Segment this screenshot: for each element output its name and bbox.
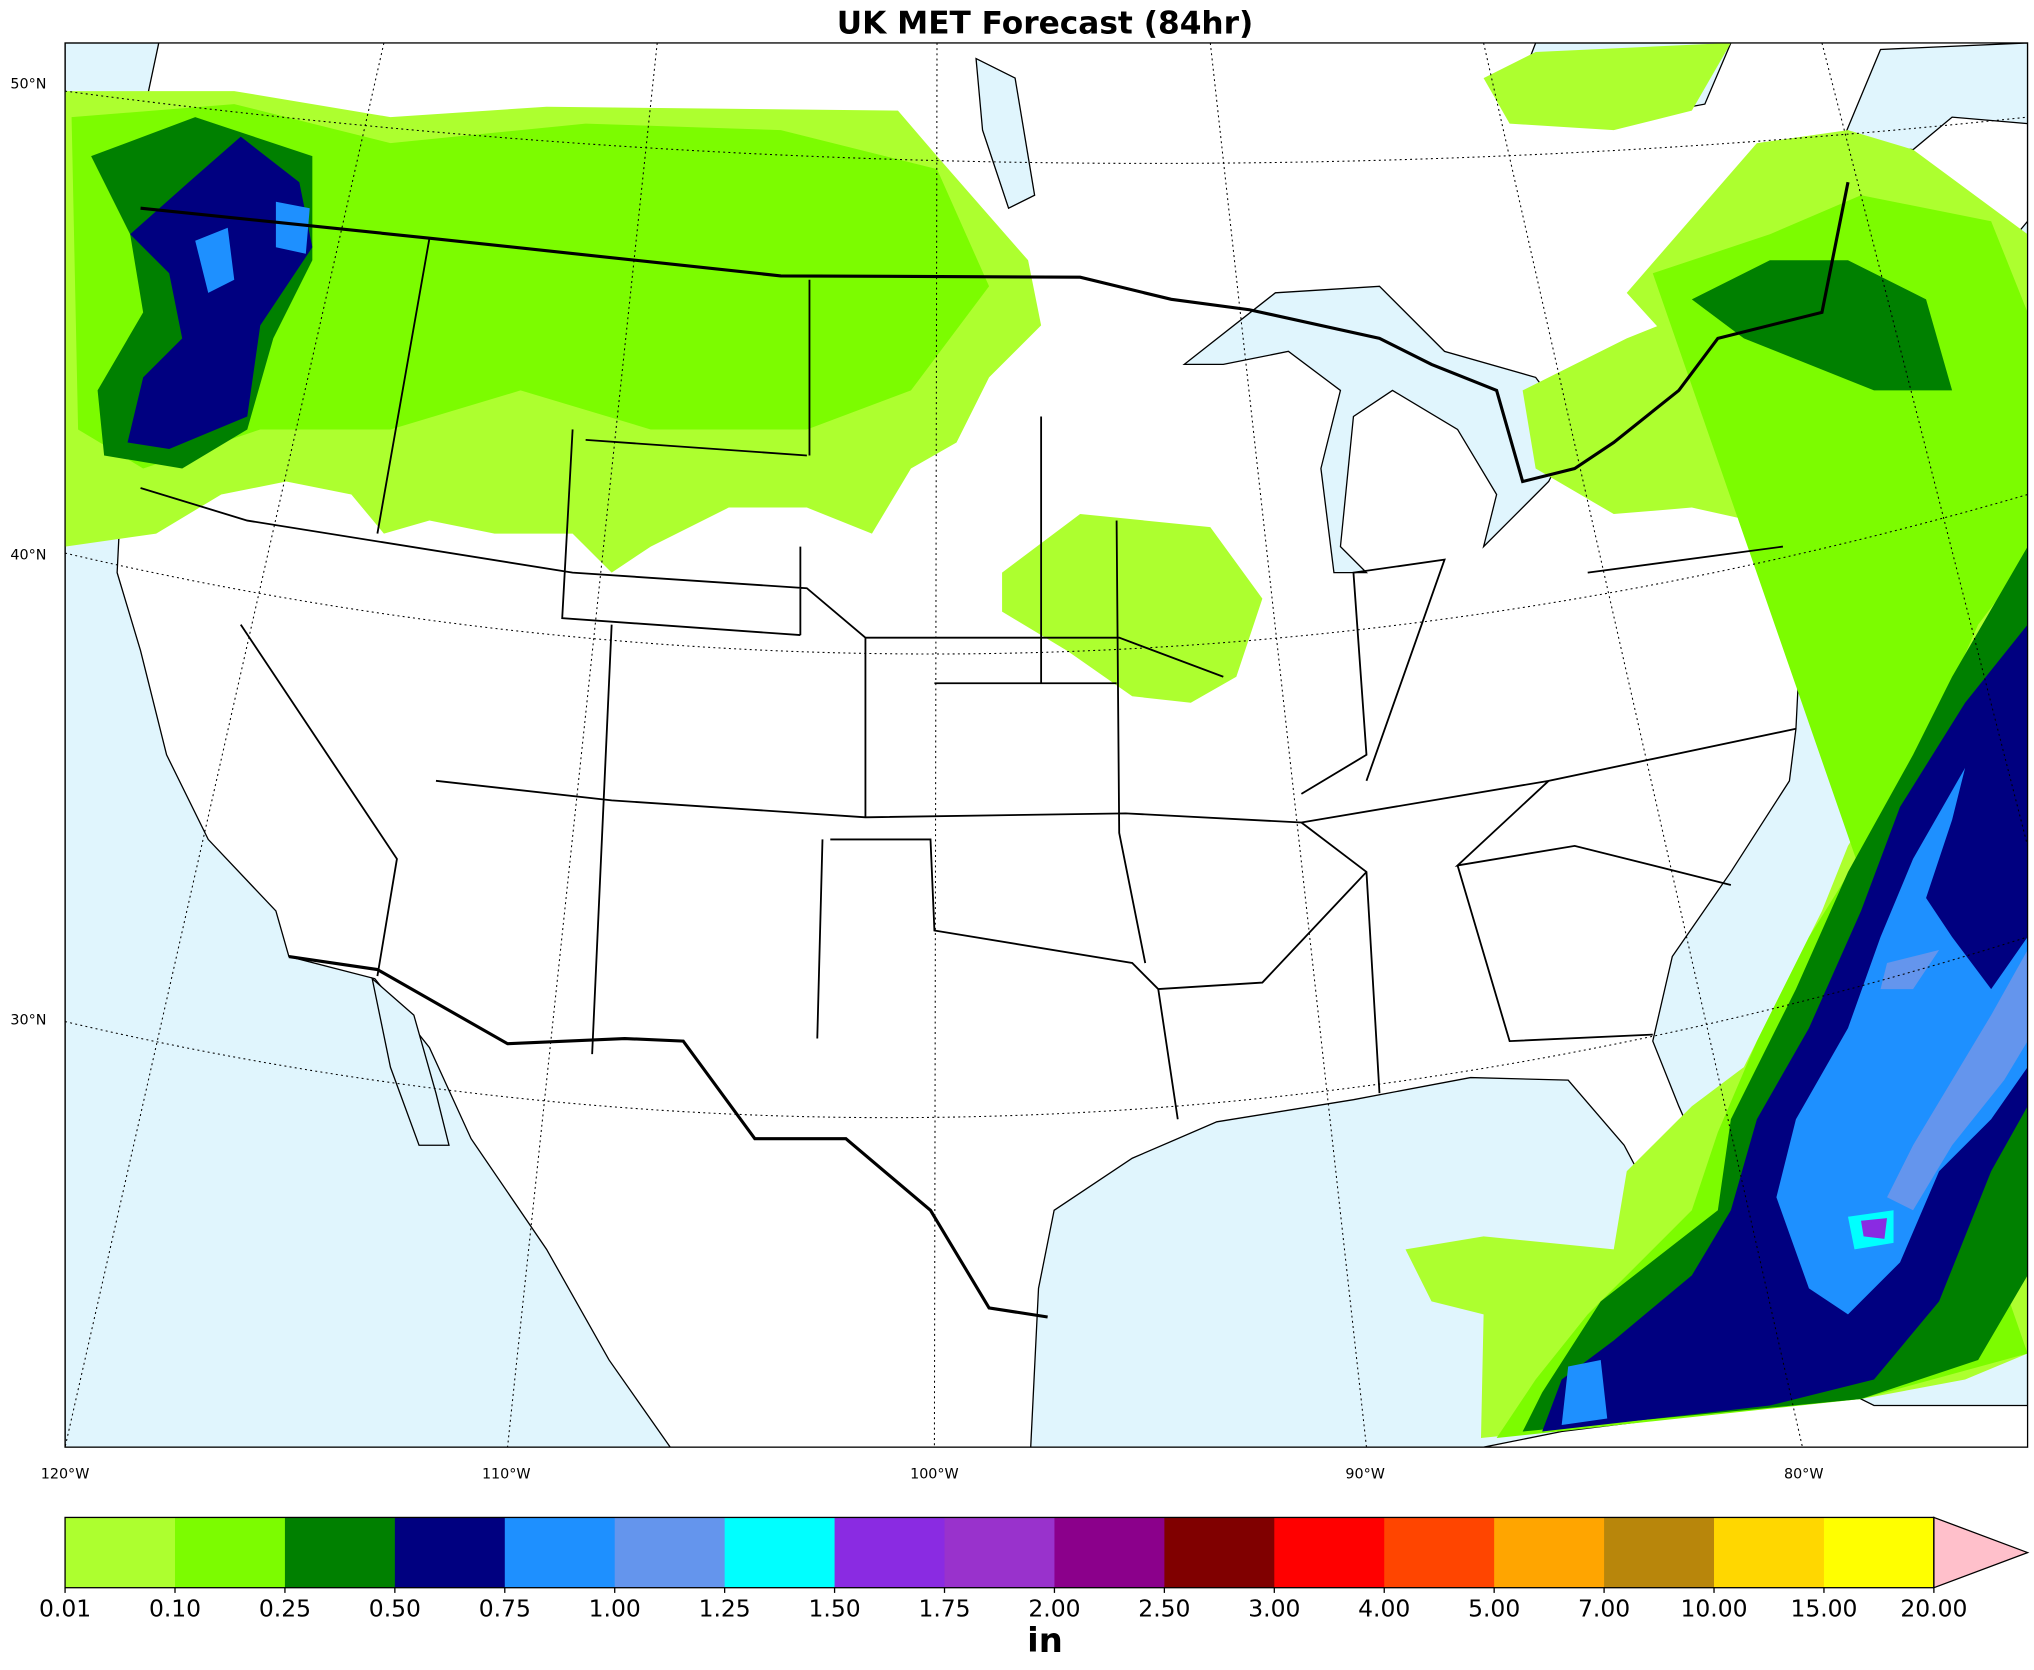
lon-label: 110°W	[482, 1466, 531, 1482]
colorbar-tick-label: 0.10	[149, 1594, 201, 1622]
colorbar-frame	[64, 1516, 1935, 1589]
colorbar-tick-label: 0.25	[259, 1594, 311, 1622]
lon-label: 100°W	[910, 1466, 959, 1482]
colorbar-tick-label: 2.50	[1138, 1594, 1190, 1622]
colorbar-tick-label: 0.50	[369, 1594, 421, 1622]
precip-area	[1483, 42, 1731, 131]
lat-label: 30°N	[10, 1012, 46, 1028]
plot: UK MET Forecast (84hr) 0.01 0.10 0.25	[10, 6, 2030, 1660]
colorbar-tick-label: 1.50	[809, 1594, 861, 1622]
precip-area	[1002, 514, 1263, 703]
precip-area	[195, 201, 310, 293]
map	[65, 42, 2028, 1448]
colorbar-tick-label: 5.00	[1468, 1594, 1520, 1622]
colorbar-swatch	[944, 1517, 1056, 1588]
colorbar-swatch	[284, 1517, 396, 1588]
colorbar-tick-label: 10.00	[1681, 1594, 1748, 1622]
precip	[65, 42, 2028, 1439]
colorbar-swatch	[1714, 1517, 1825, 1588]
colorbar-swatch	[1054, 1517, 1166, 1588]
colorbar-tick-label: 15.00	[1790, 1594, 1857, 1622]
colorbar-swatch	[1494, 1517, 1605, 1588]
colorbar-swatch	[614, 1517, 726, 1588]
precip-area	[127, 136, 313, 449]
colorbar-tick-label: 4.00	[1358, 1594, 1410, 1622]
gulf-of-california	[371, 976, 450, 1146]
title: UK MET Forecast (84hr)	[837, 6, 1254, 42]
colorbar-swatch	[1604, 1517, 1715, 1588]
colorbar-tick-label: 0.75	[479, 1594, 531, 1622]
colorbar-swatch	[1384, 1517, 1495, 1588]
lake-winnipeg	[975, 57, 1036, 210]
colorbar-tick-label: 1.25	[699, 1594, 751, 1622]
colorbar-tick-label: 7.00	[1578, 1594, 1630, 1622]
colorbar-swatch	[504, 1517, 616, 1588]
colorbar-extend	[1933, 1516, 2030, 1589]
colorbar-swatch	[394, 1517, 506, 1588]
precip-area	[1561, 767, 2028, 1426]
colorbar-swatch	[175, 1517, 286, 1588]
colorbar-swatch	[65, 1517, 176, 1588]
map-frame	[64, 42, 2029, 1448]
colorbar: 0.01 0.10 0.25 0.50 0.75 1.00 1.25 1.50 1.75 2.00…	[39, 1516, 2030, 1622]
precip-area	[1880, 950, 2028, 1211]
lat-label: 50°N	[10, 77, 46, 93]
colorbar-swatch	[834, 1517, 946, 1588]
borders	[65, 42, 2028, 1448]
colorbar-swatch	[1164, 1517, 1275, 1588]
colorbar-swatch	[1823, 1517, 1935, 1588]
colorbar-tick-label: 3.00	[1248, 1594, 1300, 1622]
lon-label: 120°W	[41, 1466, 90, 1482]
colorbar-tick-label: 20.00	[1900, 1594, 1967, 1622]
colorbar-tick-label: 2.00	[1028, 1594, 1080, 1622]
great-lakes	[1182, 285, 1576, 574]
colorbar-tick-label: 0.01	[39, 1594, 91, 1622]
colorbar-tick-label: 1.75	[918, 1594, 970, 1622]
precip-area	[1861, 1218, 1888, 1239]
colorbar-label: in	[1027, 1621, 1063, 1660]
lon-label: 80°W	[1784, 1466, 1823, 1482]
colorbar-swatch	[1274, 1517, 1385, 1588]
colorbar-swatch	[724, 1517, 836, 1588]
colorbar-tick-label: 1.00	[589, 1594, 641, 1622]
lon-label: 90°W	[1345, 1466, 1384, 1482]
lat-label: 40°N	[10, 548, 46, 564]
